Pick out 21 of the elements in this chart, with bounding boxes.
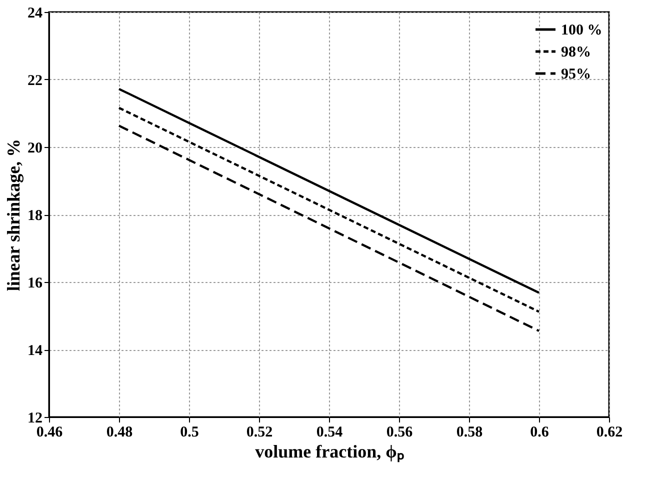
y-tick-label: 20 (28, 140, 42, 156)
x-tick-label: 0.5 (180, 424, 199, 440)
x-tick-label: 0.6 (530, 424, 550, 440)
x-tick-label: 0.62 (596, 424, 623, 440)
y-tick-label: 16 (28, 276, 43, 292)
legend-label: 100 % (561, 22, 602, 38)
x-tick-label: 0.54 (316, 424, 344, 440)
y-tick-label: 24 (28, 6, 43, 22)
x-tick-label: 0.56 (386, 424, 414, 440)
x-tick-label: 0.58 (456, 424, 483, 440)
x-tick-label: 0.46 (36, 424, 64, 440)
y-tick-label: 18 (28, 208, 42, 224)
x-tick-label: 0.48 (106, 424, 133, 440)
y-tick-label: 14 (28, 343, 43, 359)
x-tick-label: 0.52 (246, 424, 273, 440)
legend-label: 98% (561, 44, 591, 60)
y-tick-label: 12 (28, 410, 42, 426)
x-axis-title: volume fraction, ϕₚ (255, 442, 404, 462)
y-tick-label: 22 (28, 73, 42, 89)
legend-label: 95% (561, 66, 591, 82)
y-axis-title: linear shrinkage, % (4, 138, 24, 292)
